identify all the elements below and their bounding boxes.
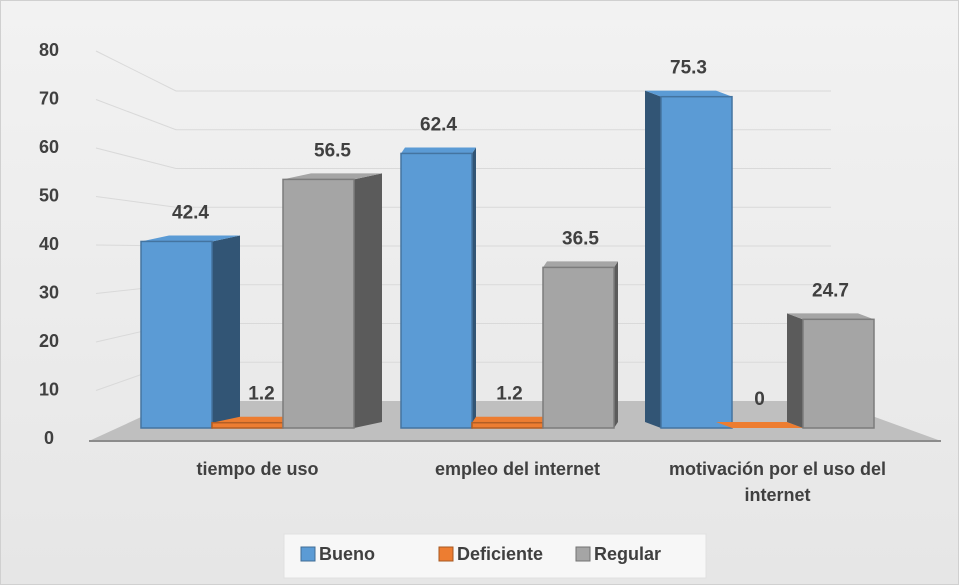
bar (211, 421, 284, 429)
bar-side (354, 173, 382, 428)
x-tick-label: motivación por el uso del internet (668, 459, 887, 505)
bar (282, 178, 355, 429)
bar-side (614, 261, 618, 428)
y-tick-label: 50 (39, 185, 59, 205)
bar (660, 95, 733, 429)
bar-top (141, 235, 240, 242)
category-group: 75.3 0 24.7 (645, 58, 875, 429)
grid-line (95, 99, 831, 131)
bar-side (645, 90, 661, 429)
legend-box (283, 533, 707, 579)
bar (542, 266, 615, 429)
bar-top (716, 422, 803, 428)
bar (400, 152, 473, 429)
bar-top (543, 261, 618, 268)
category-group: 62.4 1.2 36.5 (400, 114, 618, 429)
legend-swatch (575, 546, 591, 562)
legend-label: Regular (594, 544, 661, 564)
bar-top (787, 313, 874, 320)
bar (471, 421, 544, 429)
grid-line (95, 50, 831, 92)
y-tick-label: 30 (39, 282, 59, 302)
data-label: 36.5 (562, 228, 599, 249)
legend-swatch (300, 546, 316, 562)
y-tick-label: 60 (39, 137, 59, 157)
data-label: 62.4 (420, 114, 457, 135)
grid-line (95, 147, 831, 169)
bar-top (472, 416, 547, 423)
legend: Bueno Deficiente Regular (283, 533, 707, 579)
legend-label: Deficiente (457, 544, 543, 564)
y-tick-label: 40 (39, 234, 59, 254)
data-label: 56.5 (314, 140, 351, 161)
y-tick-label: 0 (44, 428, 54, 448)
bar-top (283, 173, 382, 180)
x-tick-label: tiempo de uso (196, 459, 319, 479)
bar-side (212, 235, 240, 428)
data-label: 42.4 (172, 202, 209, 223)
data-label: 75.3 (670, 58, 707, 79)
data-label: 1.2 (496, 384, 522, 405)
bar-side (472, 147, 476, 428)
y-tick-label: 10 (39, 379, 59, 399)
data-label: 0 (754, 389, 765, 410)
bar (140, 240, 213, 429)
bar-top (401, 147, 476, 154)
grid-line (95, 196, 831, 208)
y-tick-label: 20 (39, 331, 59, 351)
legend-label: Bueno (319, 544, 375, 564)
y-tick-label: 80 (39, 40, 59, 60)
bar-side (787, 313, 803, 428)
x-tick-label: empleo del internet (434, 459, 601, 479)
legend-swatch (438, 546, 454, 562)
data-label: 1.2 (248, 384, 274, 405)
data-label: 24.7 (812, 280, 849, 301)
category-group: 42.4 1.2 56.5 (140, 140, 382, 429)
y-tick-label: 70 (39, 88, 59, 108)
bar (802, 318, 875, 429)
bar-top (645, 90, 732, 97)
